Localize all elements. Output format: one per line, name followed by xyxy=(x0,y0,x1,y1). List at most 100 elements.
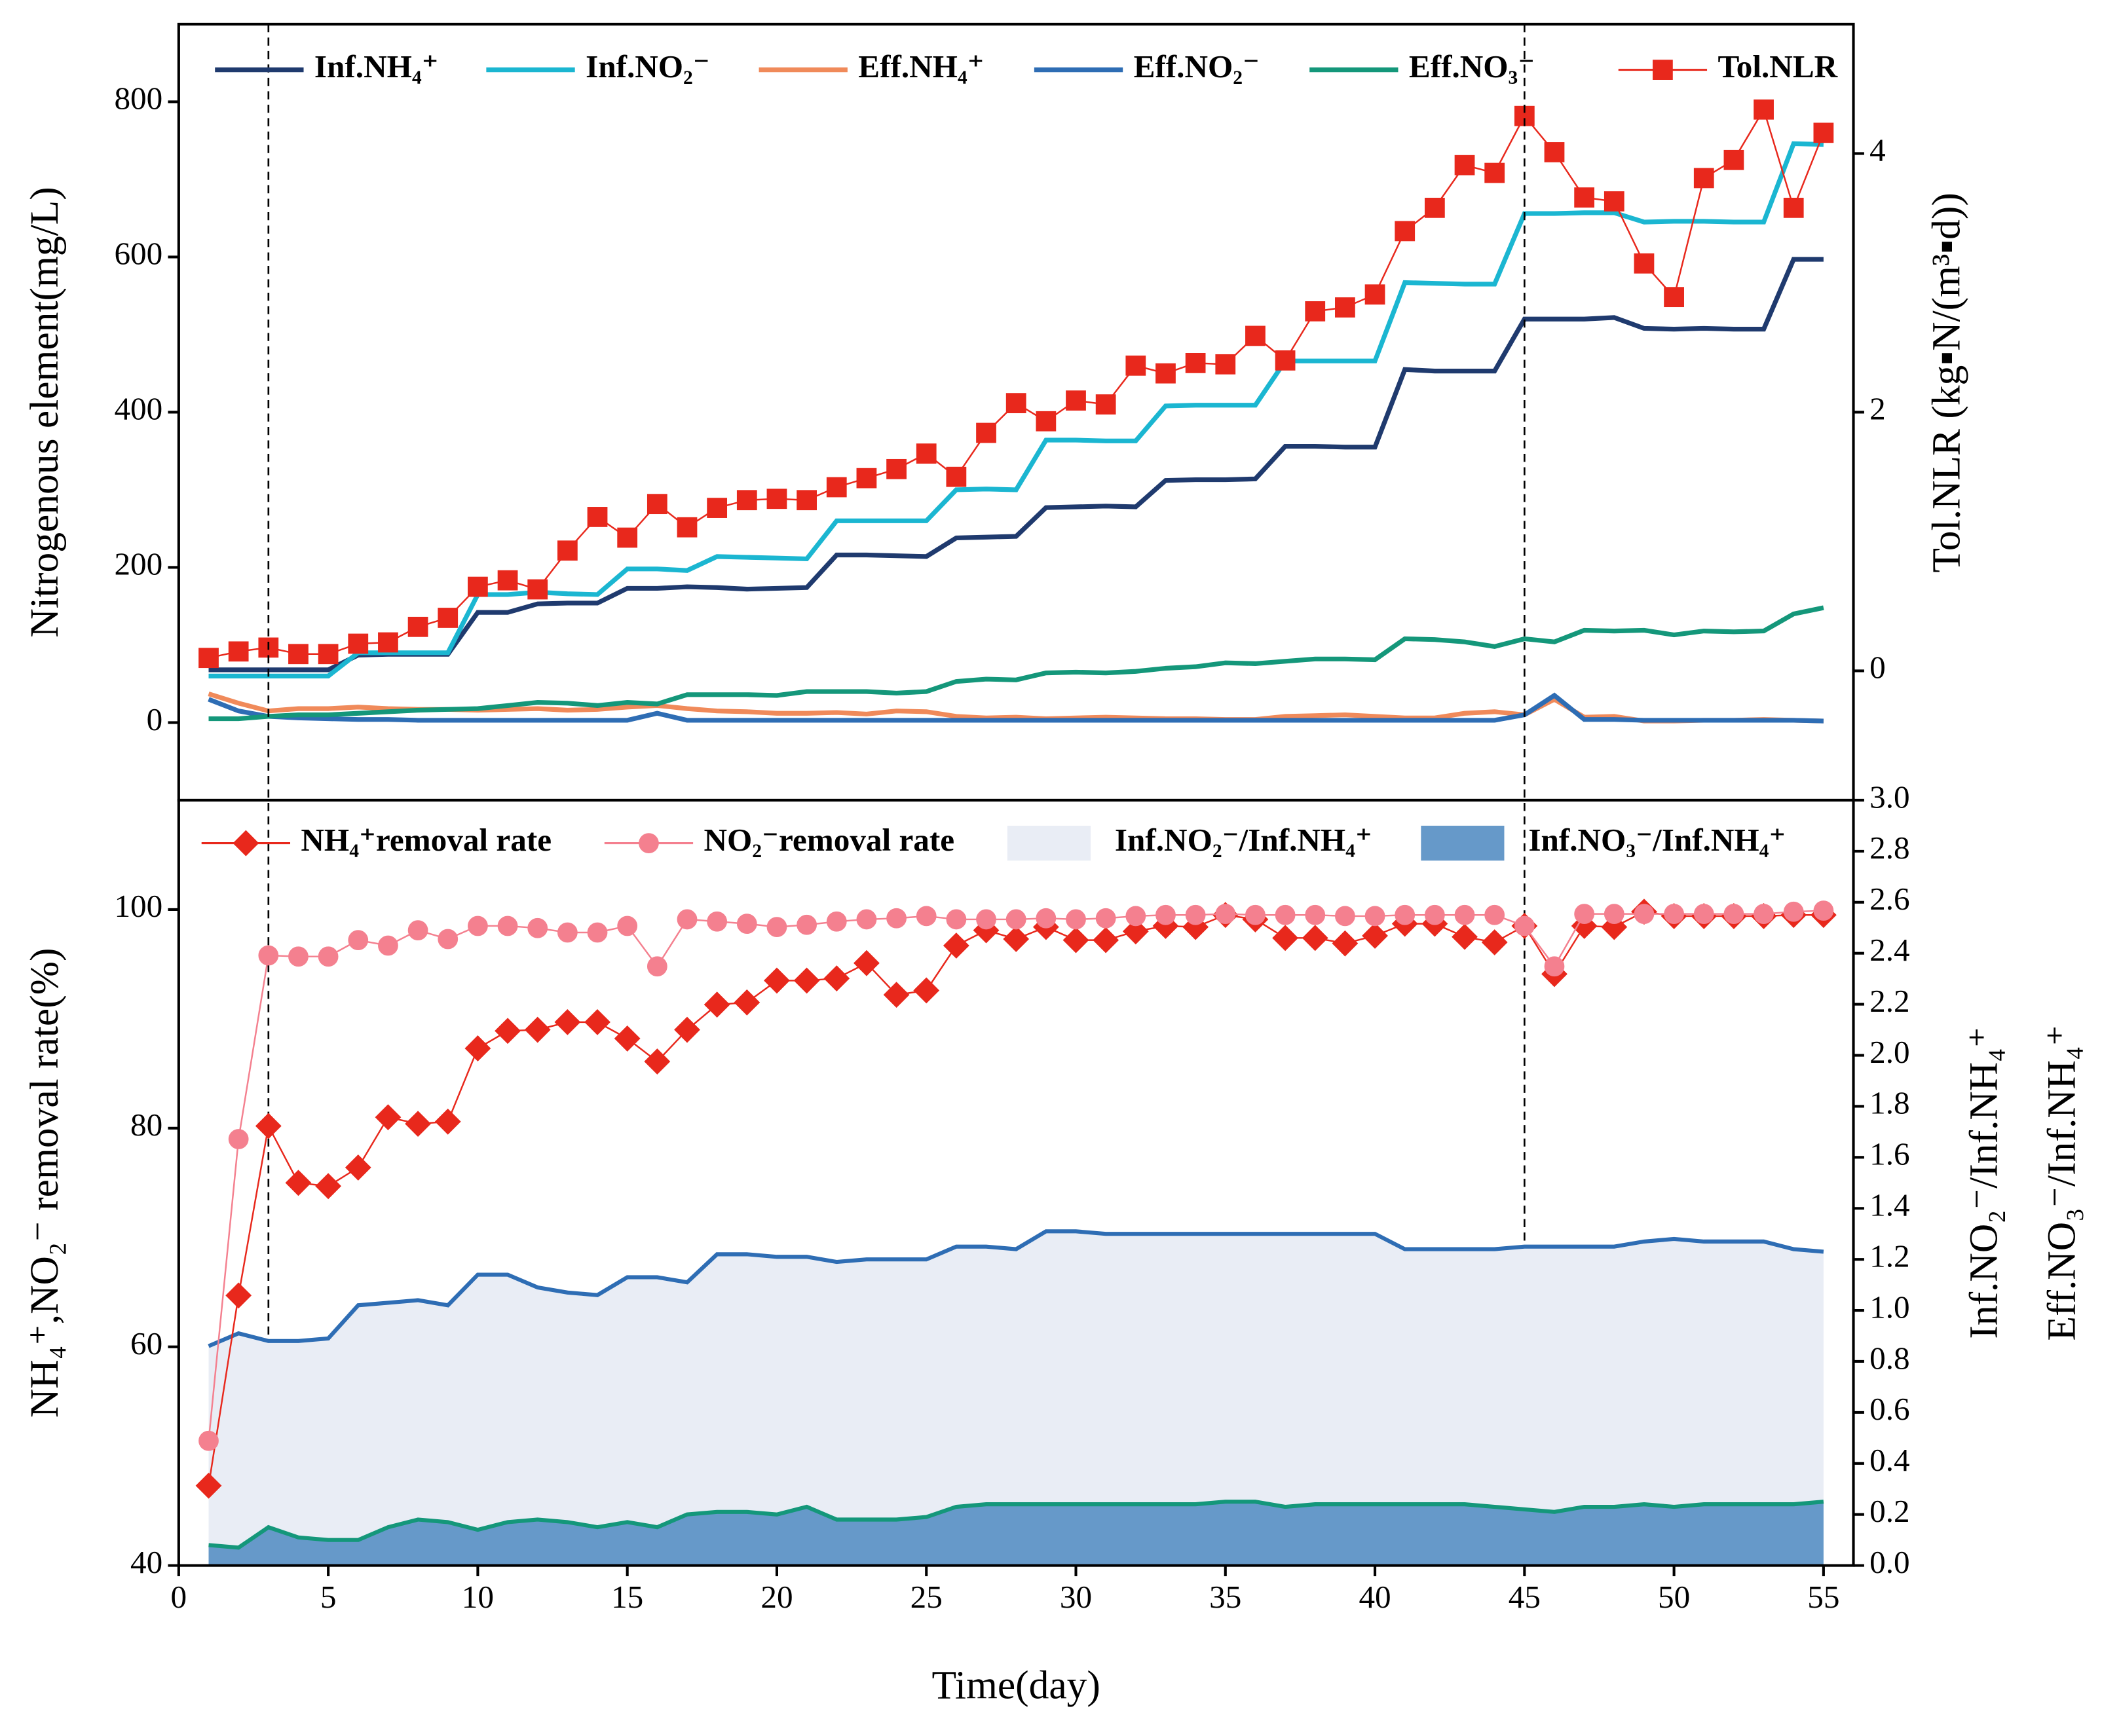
diamond-marker xyxy=(764,967,790,994)
square-marker xyxy=(1754,99,1774,120)
diamond-marker xyxy=(495,1018,521,1044)
circle-marker xyxy=(1185,904,1206,925)
circle-marker xyxy=(378,935,398,956)
circle-marker xyxy=(228,1129,249,1149)
circle-marker xyxy=(587,922,608,943)
x-tick-label: 15 xyxy=(611,1579,643,1615)
y2-tick-label: 2.2 xyxy=(1869,983,1909,1019)
square-marker xyxy=(916,443,937,464)
circle-marker xyxy=(468,915,488,936)
square-marker xyxy=(1454,155,1475,175)
diamond-marker xyxy=(734,989,760,1016)
y3-axis-title: Eff.NO₃⁻/Inf.NH₄⁺ xyxy=(2040,1025,2084,1340)
circle-marker xyxy=(1604,904,1624,924)
y-tick-label: 40 xyxy=(130,1544,162,1580)
diamond-marker xyxy=(285,1170,312,1196)
square-marker xyxy=(677,517,698,538)
circle-marker xyxy=(258,945,279,966)
square-marker xyxy=(797,490,817,511)
y-axis-title: NH₄⁺,NO₂⁻ removal rate(%) xyxy=(22,948,67,1418)
legend-label: Eff.NO₃⁻ xyxy=(1409,48,1535,84)
circle-marker xyxy=(438,929,459,950)
y2-tick-label: 0.6 xyxy=(1869,1391,1909,1427)
x-tick-label: 20 xyxy=(760,1579,793,1615)
series-line xyxy=(208,257,1824,673)
square-marker xyxy=(1634,253,1655,274)
circle-marker xyxy=(946,909,967,930)
diamond-marker xyxy=(704,991,730,1018)
square-marker xyxy=(1305,301,1326,322)
x-tick-label: 0 xyxy=(171,1579,187,1615)
diamond-marker xyxy=(375,1104,402,1131)
legend-label: Inf.NO₂⁻ xyxy=(586,48,710,84)
y2-tick-label: 1.2 xyxy=(1869,1238,1909,1274)
area-edge xyxy=(208,1500,1824,1550)
circle-marker xyxy=(288,946,309,967)
square-marker xyxy=(1364,284,1385,305)
plot-frame xyxy=(177,798,1855,1567)
square-marker xyxy=(1215,354,1236,375)
square-marker xyxy=(856,468,877,489)
square-marker xyxy=(886,458,907,479)
y2-tick-label: 2.0 xyxy=(1869,1034,1909,1070)
circle-marker xyxy=(1424,904,1445,925)
diamond-marker xyxy=(554,1008,581,1035)
square-marker xyxy=(1335,297,1355,318)
y-tick-label: 80 xyxy=(130,1107,162,1143)
series-line xyxy=(208,692,1824,724)
square-marker xyxy=(1125,355,1146,376)
circle-marker xyxy=(617,915,638,936)
circle-marker xyxy=(557,922,578,943)
x-axis-title: Time(day) xyxy=(931,1663,1100,1707)
square-marker xyxy=(1095,394,1116,415)
diamond-marker xyxy=(434,1108,461,1135)
legend-label: Tol.NLR xyxy=(1717,48,1837,84)
square-marker xyxy=(1066,390,1086,411)
circle-marker xyxy=(976,909,996,930)
circle-marker xyxy=(1335,906,1355,927)
diamond-marker xyxy=(255,1113,282,1139)
diamond-marker xyxy=(883,982,910,1008)
diamond-marker xyxy=(1003,926,1030,952)
x-tick-label: 55 xyxy=(1807,1579,1839,1615)
square-marker xyxy=(1424,197,1445,218)
x-tick-label: 25 xyxy=(910,1579,943,1615)
square-marker xyxy=(1005,393,1026,413)
diamond-marker xyxy=(195,1472,222,1499)
circle-marker xyxy=(1783,901,1804,922)
square-marker xyxy=(228,641,249,662)
square-marker xyxy=(1155,363,1176,384)
circle-marker xyxy=(1005,909,1026,930)
square-marker xyxy=(1185,353,1206,373)
square-marker xyxy=(1275,350,1296,371)
square-marker xyxy=(378,632,398,653)
y-tick-label: 200 xyxy=(114,546,162,582)
circle-marker xyxy=(886,908,907,929)
y2-tick-label: 0.4 xyxy=(1869,1442,1909,1478)
diamond-marker xyxy=(1302,925,1328,951)
y2-tick-label: 2.6 xyxy=(1869,881,1909,917)
y-tick-label: 800 xyxy=(114,81,162,117)
square-marker xyxy=(318,644,339,665)
circle-marker xyxy=(826,911,847,932)
circle-marker xyxy=(198,1430,219,1451)
square-marker xyxy=(348,633,369,654)
diamond-marker xyxy=(913,977,940,1004)
diamond-marker xyxy=(854,950,880,976)
square-marker xyxy=(1813,122,1834,143)
square-marker xyxy=(1664,287,1684,308)
y2-tick-label: 0.2 xyxy=(1869,1493,1909,1529)
circle-marker xyxy=(1454,904,1475,925)
legend-label: Eff.NO₂⁻ xyxy=(1134,48,1260,84)
diamond-marker xyxy=(1093,927,1119,953)
legend-swatch xyxy=(1421,825,1505,861)
diamond-marker xyxy=(584,1008,610,1035)
x-tick-label: 45 xyxy=(1509,1579,1541,1615)
diamond-marker xyxy=(464,1035,491,1062)
diamond-marker xyxy=(225,1282,252,1309)
series-line xyxy=(208,605,1824,722)
square-marker xyxy=(736,490,757,511)
y2-tick-label: 1.4 xyxy=(1869,1187,1909,1223)
circle-marker xyxy=(1036,908,1057,929)
